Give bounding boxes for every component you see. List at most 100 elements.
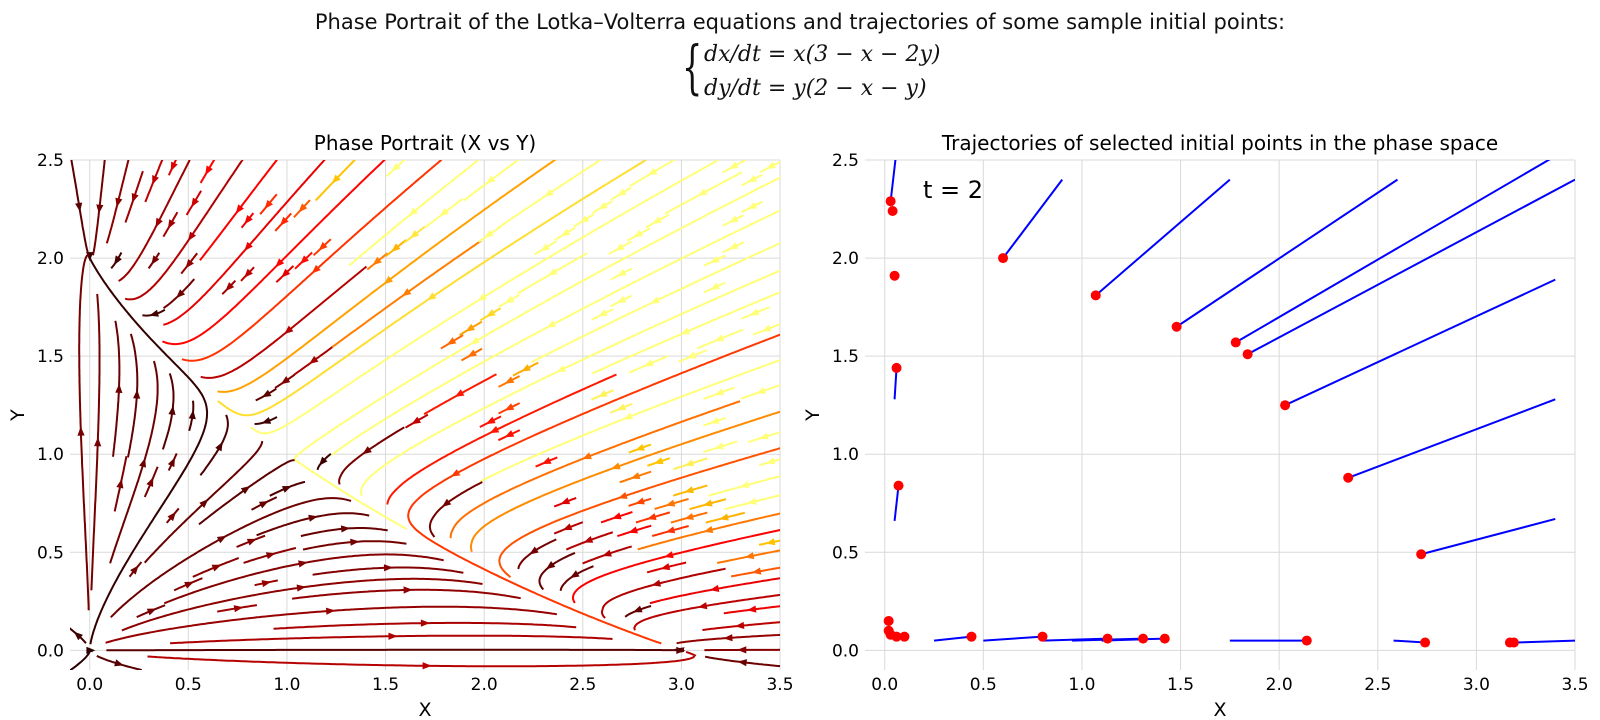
streamline-arrow — [244, 241, 253, 251]
x-tick-label: 2.5 — [569, 675, 596, 695]
x-tick-label: 1.0 — [1068, 675, 1095, 695]
streamline-arrow — [709, 584, 720, 593]
y-tick-label: 2.0 — [832, 249, 859, 269]
initial-point — [1230, 337, 1241, 348]
streamline-arrow — [569, 570, 580, 578]
streamline-arrow — [281, 485, 292, 493]
streamline-arrow — [265, 552, 276, 560]
streamline-arrow — [233, 605, 244, 613]
streamline-arrow — [246, 538, 257, 546]
streamline-arrow — [114, 659, 124, 667]
streamline-arrow — [403, 586, 413, 594]
streamline-arrow — [504, 295, 515, 304]
streamline-arrow — [582, 452, 592, 460]
streamline-arrow — [560, 228, 571, 237]
streamline-arrow — [73, 631, 83, 641]
streamline-arrow — [296, 584, 306, 592]
trajectory-line — [1284, 278, 1556, 407]
x-tick-label: 2.5 — [1364, 675, 1391, 695]
streamline-arrow — [664, 551, 674, 559]
plot-area — [883, 160, 1575, 648]
streamline-arrow — [647, 167, 658, 176]
streamline-arrow — [756, 387, 766, 394]
streamline-arrow — [684, 459, 695, 467]
streamline-arrow — [540, 243, 550, 252]
streamline-arrow — [280, 376, 291, 385]
streamline-arrow — [765, 538, 776, 546]
streamline — [147, 650, 697, 668]
x-axis-label: X — [1213, 699, 1226, 720]
streamline-arrow — [650, 296, 660, 304]
streamline — [479, 359, 780, 483]
streamline-arrow — [152, 175, 159, 185]
streamline-arrow — [504, 430, 515, 438]
streamline-arrow — [747, 175, 758, 183]
streamline-arrow — [485, 416, 496, 424]
initial-point — [1242, 349, 1253, 360]
streamline-arrow — [441, 498, 452, 508]
equation-dy: dy/dt = y(2 − x − y) — [704, 76, 927, 101]
trajectory-line — [1095, 178, 1231, 297]
streamline-arrow — [737, 659, 748, 667]
streamline-arrow — [298, 203, 308, 213]
initial-point — [966, 631, 977, 642]
equation-dx: dx/dt = x(3 − x − 2y) — [704, 42, 941, 67]
streamline-arrow — [737, 646, 747, 654]
streamline-arrow — [115, 383, 123, 393]
streamline — [538, 551, 576, 591]
streamline-arrow — [281, 268, 291, 278]
streamline-arrow — [325, 607, 336, 615]
streamline-arrow — [261, 416, 272, 424]
streamline-arrow — [719, 513, 729, 521]
streamline-arrow — [340, 525, 351, 533]
y-tick-label: 1.5 — [37, 347, 64, 367]
streamline-arrow — [697, 188, 708, 196]
y-axis-label: Y — [802, 409, 824, 422]
streamline-arrow — [544, 188, 554, 197]
streamline-arrow — [264, 199, 274, 210]
streamline — [199, 414, 229, 476]
x-tick-label: 1.5 — [1167, 675, 1194, 695]
initial-point — [1102, 633, 1113, 644]
streamline-arrow — [139, 458, 146, 468]
streamline-arrow — [751, 567, 762, 575]
streamline-arrow — [632, 605, 643, 613]
streamline-arrow — [598, 201, 608, 210]
streamline-arrow — [298, 560, 308, 568]
streamline-arrow — [383, 275, 393, 285]
initial-point — [1280, 400, 1291, 411]
x-tick-label: 2.0 — [471, 675, 498, 695]
streamline-arrow — [258, 501, 269, 509]
x-tick-label: 3.0 — [668, 675, 695, 695]
streamline-arrow — [240, 486, 251, 495]
streamline-arrow — [96, 204, 104, 214]
streamline — [600, 567, 726, 619]
streamline-arrow — [728, 161, 739, 170]
initial-point — [1416, 549, 1427, 560]
streamline-arrow — [167, 457, 175, 468]
trajectory-line — [1515, 639, 1575, 644]
streamline — [198, 459, 295, 526]
trajectory-line — [983, 635, 1043, 642]
streamline-arrow — [723, 634, 733, 642]
streamline-arrow — [486, 309, 496, 317]
trajectory-line — [1002, 179, 1064, 259]
initial-point — [1138, 633, 1149, 644]
streamline-arrow — [646, 513, 657, 520]
streamline-arrow — [651, 579, 662, 587]
streamline-arrow — [185, 259, 194, 269]
y-tick-label: 2.5 — [37, 151, 64, 171]
streamline-arrow — [489, 425, 500, 434]
phase-portrait-panel: 0.0 0.5 1.0 1.5 2.0 2.5 3.0 3.5 0.0 0.5 1.0 1.5 2.0 2… — [7, 131, 794, 720]
streamline-arrow — [686, 351, 697, 359]
streamline-arrow — [579, 215, 590, 223]
streamline-arrow — [211, 564, 222, 572]
trajectory-line — [1235, 160, 1551, 344]
streamline-arrow — [597, 390, 608, 397]
streamline-arrow — [547, 268, 558, 276]
streamline-arrow — [484, 229, 494, 238]
streamline-arrow — [521, 364, 531, 372]
streamline-arrow — [439, 207, 450, 217]
initial-point — [1159, 633, 1170, 644]
